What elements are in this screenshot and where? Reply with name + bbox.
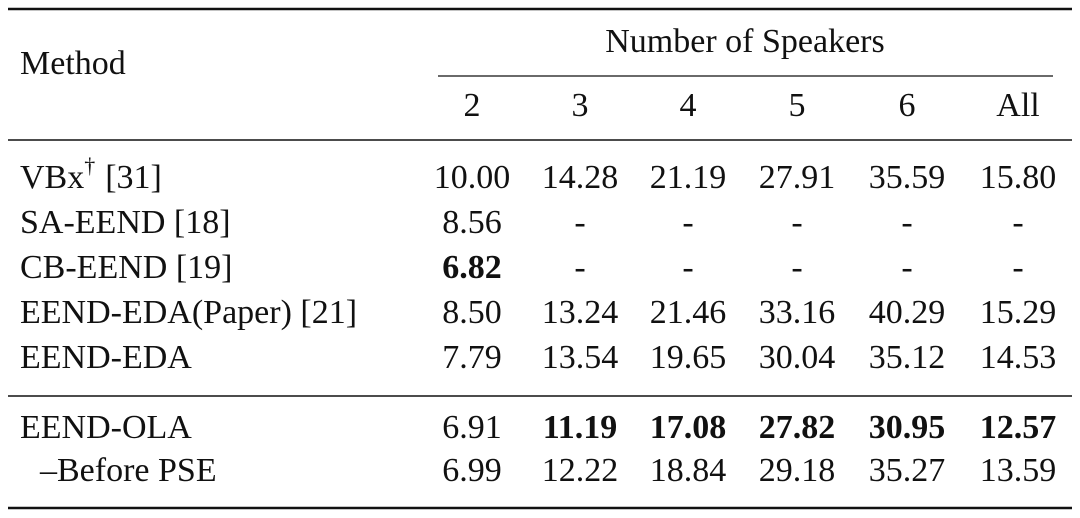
value-cell: 6.82 [442,249,502,286]
value-cell: 10.00 [434,159,511,196]
value-cell: - [574,249,585,286]
value-cell: 29.18 [759,452,836,489]
column-header: 4 [680,87,697,124]
method-cell: SA-EEND [18] [20,204,231,241]
value-cell: 13.54 [542,339,619,376]
value-cell: 14.28 [542,159,619,196]
value-cell: - [791,249,802,286]
method-cell: CB-EEND [19] [20,249,232,286]
value-cell: - [1012,204,1023,241]
value-cell: 35.12 [869,339,946,376]
column-header: 3 [572,87,589,124]
value-cell: - [901,249,912,286]
value-cell: 6.99 [442,452,502,489]
value-cell: 12.22 [542,452,619,489]
method-cell: EEND-EDA [20,339,192,376]
value-cell: 33.16 [759,294,836,331]
method-name: VBx [20,159,84,196]
value-cell: 18.84 [650,452,727,489]
value-cell: 35.59 [869,159,946,196]
value-cell: 6.91 [442,409,502,446]
value-cell: 35.27 [869,452,946,489]
group-header: Number of Speakers [605,23,884,60]
value-cell: 11.19 [543,409,618,446]
column-header: 6 [899,87,916,124]
value-cell: 30.95 [869,409,946,446]
column-header: 2 [464,87,481,124]
value-cell: 19.65 [650,339,727,376]
value-cell: 27.91 [759,159,836,196]
value-cell: 14.53 [980,339,1057,376]
value-cell: 30.04 [759,339,836,376]
method-reference: [31] [105,159,162,196]
value-cell: 8.50 [442,294,502,331]
value-cell: 27.82 [759,409,836,446]
method-cell: EEND-EDA(Paper) [21] [20,294,357,331]
value-cell: - [1012,249,1023,286]
method-cell: –Before PSE [39,452,217,489]
value-cell: 21.19 [650,159,727,196]
value-cell: 17.08 [650,409,727,446]
value-cell: 21.46 [650,294,727,331]
value-cell: 13.59 [980,452,1057,489]
method-cell: EEND-OLA [20,409,192,446]
value-cell: 15.29 [980,294,1057,331]
method-header: Method [20,45,126,82]
value-cell: - [682,204,693,241]
value-cell: - [682,249,693,286]
value-cell: 13.24 [542,294,619,331]
method-cell: VBx† [31] [20,153,162,196]
value-cell: 7.79 [442,339,502,376]
value-cell: 8.56 [442,204,502,241]
value-cell: - [574,204,585,241]
value-cell: 12.57 [980,409,1057,446]
method-superscript: † [84,153,95,178]
value-cell: - [791,204,802,241]
column-header: 5 [789,87,806,124]
value-cell: 40.29 [869,294,946,331]
column-header: All [996,87,1039,124]
value-cell: 15.80 [980,159,1057,196]
value-cell: - [901,204,912,241]
